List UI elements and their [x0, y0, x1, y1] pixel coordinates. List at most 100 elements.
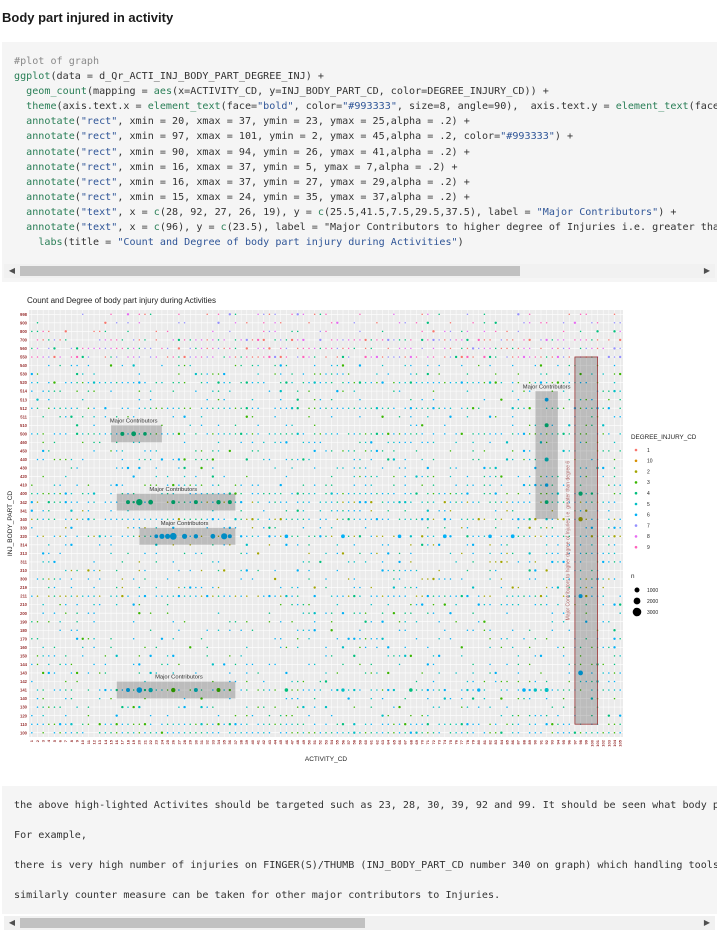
data-point: [449, 595, 452, 597]
code-cell[interactable]: #plot of graph ggplot(data = d_Qr_ACTI_IN…: [2, 42, 717, 282]
data-point: [115, 654, 118, 658]
data-point: [296, 398, 299, 401]
data-point: [466, 569, 469, 572]
data-point: [466, 629, 469, 631]
data-point: [613, 484, 616, 486]
data-point: [602, 620, 604, 623]
code-block[interactable]: #plot of graph ggplot(data = d_Qr_ACTI_IN…: [14, 54, 717, 250]
data-point: [200, 689, 203, 691]
data-point: [228, 313, 232, 316]
output-scrollbar-thumb[interactable]: [20, 918, 365, 928]
data-point: [562, 646, 565, 649]
data-point: [195, 339, 197, 341]
data-point: [149, 458, 152, 461]
output-horizontal-scrollbar[interactable]: ◀ ▶: [4, 916, 715, 930]
code-scrollbar-thumb[interactable]: [20, 266, 520, 276]
data-point: [540, 339, 542, 341]
data-point: [613, 322, 616, 324]
data-point: [81, 347, 84, 350]
x-tick-label: 71: [425, 739, 430, 744]
data-point: [138, 373, 141, 375]
scroll-right-arrow-icon[interactable]: ▶: [703, 266, 711, 275]
data-point: [144, 535, 146, 538]
data-point: [364, 672, 367, 674]
data-point: [438, 638, 440, 640]
data-point: [534, 483, 537, 487]
data-point: [449, 467, 452, 469]
data-point: [70, 697, 73, 700]
data-point: [562, 620, 565, 623]
data-point: [240, 689, 242, 691]
data-point: [195, 492, 197, 495]
y-tick-label: 314: [20, 542, 28, 547]
data-point: [291, 535, 293, 538]
data-point: [336, 552, 339, 555]
data-point: [172, 561, 175, 563]
scroll-right-arrow-icon[interactable]: ▶: [703, 918, 711, 927]
data-point: [246, 663, 248, 666]
data-point: [193, 688, 198, 693]
data-point: [149, 398, 152, 401]
data-point: [263, 680, 265, 683]
data-point: [234, 501, 237, 503]
data-point: [347, 501, 350, 503]
data-point: [93, 450, 95, 452]
data-point: [308, 612, 310, 614]
data-point: [393, 390, 395, 392]
data-point: [461, 731, 463, 734]
data-point: [427, 578, 429, 580]
data-point: [256, 552, 260, 555]
x-tick-label: 81: [482, 739, 487, 744]
data-point: [359, 586, 361, 589]
data-point: [421, 578, 423, 580]
data-point: [211, 663, 215, 666]
data-point: [421, 313, 423, 316]
data-point: [364, 381, 367, 384]
data-point: [410, 441, 412, 444]
data-point: [212, 450, 214, 452]
data-point: [461, 655, 463, 657]
data-point: [393, 569, 395, 572]
data-point: [330, 484, 333, 486]
data-point: [477, 535, 480, 538]
data-point: [534, 603, 537, 606]
data-point: [42, 441, 44, 444]
data-point: [494, 347, 497, 350]
data-point: [234, 680, 237, 683]
data-point: [98, 433, 101, 435]
data-point: [517, 527, 520, 529]
scroll-left-arrow-icon[interactable]: ◀: [8, 918, 16, 927]
data-point: [483, 620, 486, 623]
data-point: [325, 501, 327, 503]
data-point: [42, 390, 44, 392]
data-point: [132, 518, 135, 520]
data-point: [579, 339, 582, 341]
data-point: [59, 689, 61, 691]
data-point: [376, 373, 378, 375]
code-horizontal-scrollbar[interactable]: ◀ ▶: [4, 264, 715, 278]
scroll-left-arrow-icon[interactable]: ◀: [8, 266, 16, 275]
data-point: [178, 569, 180, 572]
data-point: [206, 347, 208, 350]
x-tick-label: 86: [510, 739, 515, 744]
data-point: [48, 398, 50, 401]
data-point: [127, 407, 129, 409]
data-point: [279, 595, 282, 597]
data-point: [534, 638, 537, 640]
data-point: [336, 638, 339, 640]
data-point: [511, 390, 514, 392]
data-point: [455, 339, 457, 341]
data-point: [410, 603, 412, 606]
data-point: [551, 501, 554, 503]
data-point: [229, 433, 231, 435]
data-point: [93, 603, 95, 606]
data-point: [36, 458, 39, 461]
data-point: [506, 339, 508, 341]
y-tick-label: 144: [20, 662, 28, 667]
data-point: [251, 663, 254, 666]
data-point: [568, 731, 571, 734]
data-point: [81, 381, 84, 384]
data-point: [121, 561, 124, 563]
data-point: [138, 569, 141, 572]
data-point: [59, 407, 61, 409]
